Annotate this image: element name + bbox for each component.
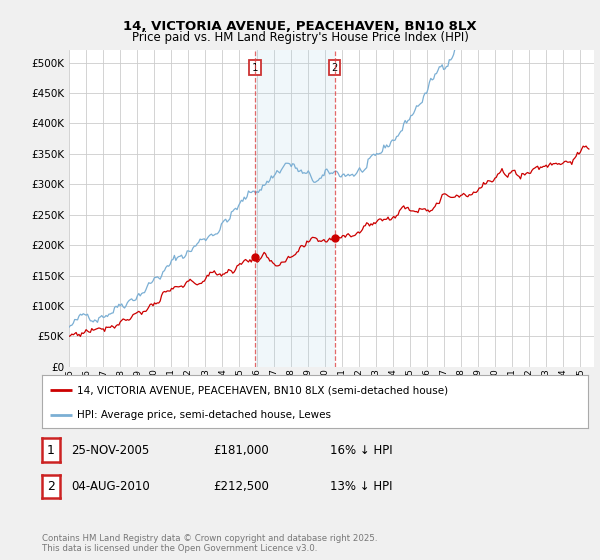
Text: £181,000: £181,000 bbox=[213, 444, 269, 457]
Text: 14, VICTORIA AVENUE, PEACEHAVEN, BN10 8LX (semi-detached house): 14, VICTORIA AVENUE, PEACEHAVEN, BN10 8L… bbox=[77, 385, 449, 395]
Bar bbox=[255, 50, 335, 367]
Text: 2: 2 bbox=[331, 63, 338, 73]
Text: £212,500: £212,500 bbox=[213, 480, 269, 493]
Text: 2: 2 bbox=[47, 480, 55, 493]
Text: 14, VICTORIA AVENUE, PEACEHAVEN, BN10 8LX: 14, VICTORIA AVENUE, PEACEHAVEN, BN10 8L… bbox=[123, 20, 477, 32]
Text: Contains HM Land Registry data © Crown copyright and database right 2025.
This d: Contains HM Land Registry data © Crown c… bbox=[42, 534, 377, 553]
Text: 16% ↓ HPI: 16% ↓ HPI bbox=[330, 444, 392, 457]
Text: 04-AUG-2010: 04-AUG-2010 bbox=[71, 480, 149, 493]
Text: Price paid vs. HM Land Registry's House Price Index (HPI): Price paid vs. HM Land Registry's House … bbox=[131, 31, 469, 44]
Text: 1: 1 bbox=[251, 63, 258, 73]
Text: 25-NOV-2005: 25-NOV-2005 bbox=[71, 444, 149, 457]
Text: HPI: Average price, semi-detached house, Lewes: HPI: Average price, semi-detached house,… bbox=[77, 410, 331, 420]
Text: 1: 1 bbox=[47, 444, 55, 457]
Text: 13% ↓ HPI: 13% ↓ HPI bbox=[330, 480, 392, 493]
